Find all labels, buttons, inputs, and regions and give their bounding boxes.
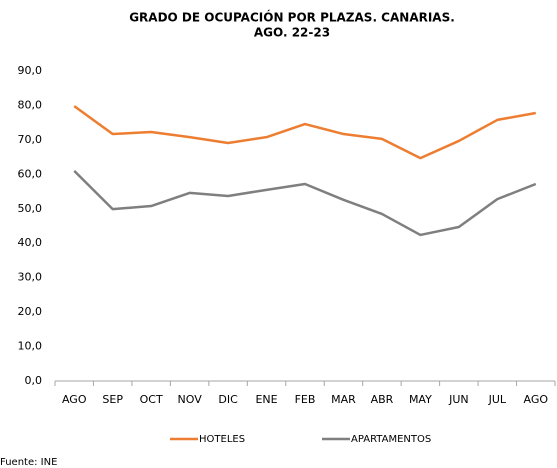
x-tick-label: DIC	[218, 393, 238, 406]
chart-title: AGO. 22-23	[254, 26, 330, 40]
y-tick-label: 50,0	[18, 202, 43, 215]
x-tick-label: OCT	[140, 393, 163, 406]
x-tick-label: JUN	[448, 393, 469, 406]
x-tick-label: JUL	[488, 393, 507, 406]
legend-label: APARTAMENTOS	[351, 434, 431, 445]
y-tick-label: 10,0	[18, 340, 43, 353]
legend-label: HOTELES	[199, 434, 245, 445]
y-tick-label: 0,0	[25, 374, 43, 387]
y-tick-label: 60,0	[18, 167, 43, 180]
x-tick-label: AGO	[524, 393, 549, 406]
y-tick-label: 30,0	[18, 271, 43, 284]
y-tick-label: 70,0	[18, 133, 43, 146]
x-tick-label: AGO	[62, 393, 87, 406]
y-tick-label: 40,0	[18, 236, 43, 249]
x-tick-label: NOV	[178, 393, 203, 406]
x-tick-label: MAY	[409, 393, 432, 406]
y-tick-label: 20,0	[18, 305, 43, 318]
chart-title: GRADO DE OCUPACIÓN POR PLAZAS. CANARIAS.	[129, 10, 455, 25]
x-tick-label: FEB	[295, 393, 316, 406]
y-tick-label: 90,0	[18, 64, 43, 77]
series-line	[73, 105, 536, 160]
x-tick-label: MAR	[331, 393, 356, 406]
series-line	[73, 170, 537, 237]
x-tick-label: ENE	[255, 393, 277, 406]
y-tick-label: 80,0	[18, 98, 43, 111]
x-tick-label: ABR	[371, 393, 394, 406]
source: Fuente: INE	[0, 457, 57, 468]
x-tick-label: SEP	[102, 393, 123, 406]
